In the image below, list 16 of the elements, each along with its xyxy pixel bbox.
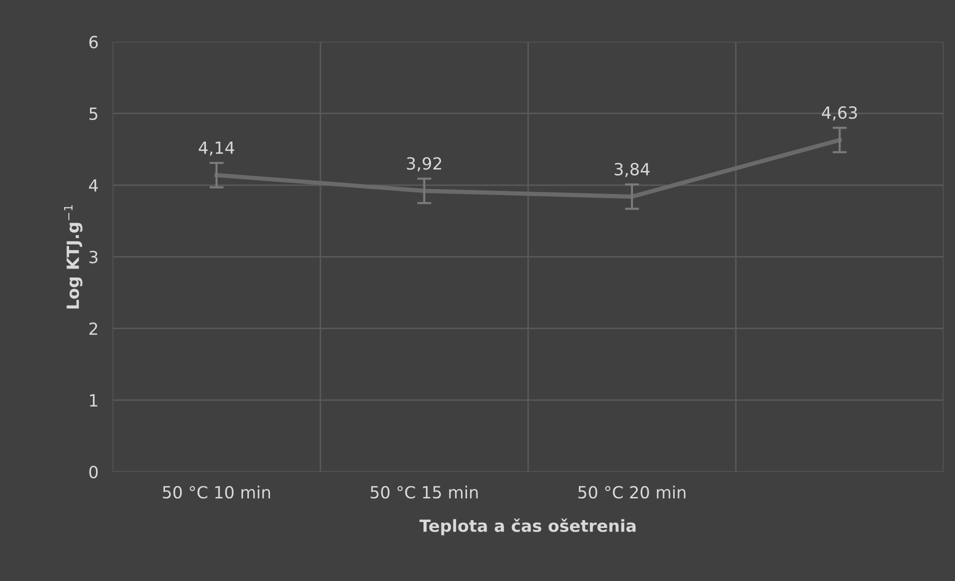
x-axis-title: Teplota a čas ošetrenia <box>419 518 636 536</box>
data-label: 4,63 <box>822 106 857 121</box>
y-tick-label: 0 <box>89 466 98 478</box>
y-tick-label: 1 <box>90 394 98 406</box>
data-label: 4,14 <box>198 142 234 156</box>
x-tick-label: 50 °C 15 min <box>370 486 478 499</box>
y-tick-label: 5 <box>89 108 98 120</box>
x-tick-label: 50 °C 10 min <box>162 486 270 499</box>
data-label: 3,92 <box>406 157 442 172</box>
y-tick-label: 3 <box>89 250 98 264</box>
y-tick-label: 6 <box>89 36 98 48</box>
y-tick-label: 4 <box>89 179 98 192</box>
x-tick-label: 50 °C 20 min <box>578 486 686 499</box>
data-label: 3,84 <box>614 162 650 178</box>
y-axis-title: Log KTJ.g$^{−1}$ <box>64 205 82 309</box>
y-tick-label: 2 <box>89 322 98 335</box>
